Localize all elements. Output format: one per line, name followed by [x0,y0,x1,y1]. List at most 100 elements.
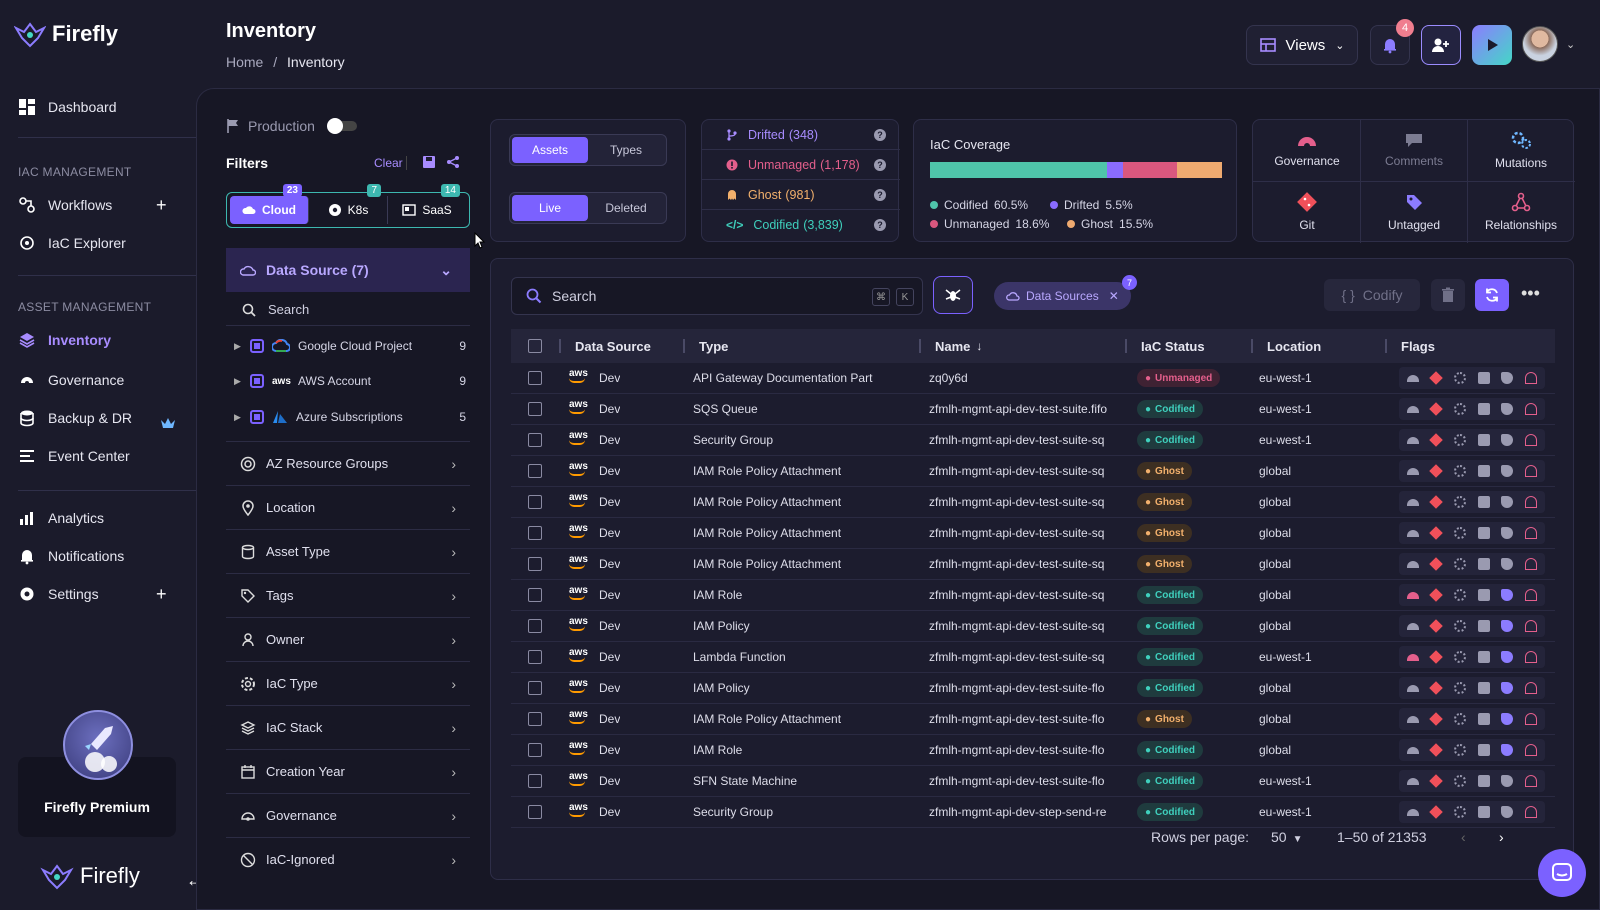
sidebar-item-analytics[interactable]: Analytics [18,509,178,527]
filter-governance[interactable]: Governance › [226,793,470,837]
add-user-button[interactable] [1421,25,1461,65]
mutations-flag-icon[interactable] [1454,496,1467,508]
provider-tab-cloud[interactable]: 23 Cloud [230,184,309,224]
provider-tab-saas[interactable]: 14 SaaS [388,184,466,224]
relationships-flag-icon[interactable] [1525,434,1538,446]
comment-flag-icon[interactable] [1477,465,1490,477]
git-flag-icon[interactable] [1429,588,1444,602]
refresh-button[interactable] [1475,279,1509,311]
help-icon[interactable]: ? [874,189,886,201]
row-checkbox[interactable] [528,774,542,788]
comment-flag-icon[interactable] [1477,775,1490,787]
governance-flag-icon[interactable] [1406,560,1419,568]
production-switch[interactable] [326,118,357,134]
git-flag-icon[interactable] [1429,557,1444,571]
git-flag-icon[interactable] [1429,464,1444,478]
cell-name[interactable]: zfmlh-mgmt-api-dev-test-suite-sq [929,557,1105,571]
filter-tags[interactable]: Tags › [226,573,470,617]
git-flag-icon[interactable] [1429,526,1444,540]
relationships-flag-icon[interactable] [1525,651,1538,663]
mutations-flag-icon[interactable] [1454,434,1467,446]
git-flag-icon[interactable] [1429,743,1444,757]
delete-button[interactable] [1431,279,1465,311]
clear-filters-link[interactable]: Clear [374,156,403,170]
git-flag-icon[interactable] [1429,433,1444,447]
comment-flag-icon[interactable] [1477,496,1490,508]
filter-az-resource-groups[interactable]: AZ Resource Groups › [226,441,470,485]
help-icon[interactable]: ? [874,129,886,141]
table-row[interactable]: aws Dev IAM Role Policy Attachment zfmlh-mg… [511,549,1555,580]
add-settings-icon[interactable]: + [156,584,167,604]
cell-name[interactable]: zq0y6d [929,371,968,385]
checkbox[interactable] [250,339,264,353]
search-input[interactable]: Search ⌘ K [511,277,923,315]
mutations-flag-icon[interactable] [1454,682,1467,694]
comment-flag-icon[interactable] [1477,744,1490,756]
git-flag-icon[interactable] [1429,712,1444,726]
row-checkbox[interactable] [528,805,542,819]
codify-button[interactable]: { } Codify [1324,279,1420,311]
table-row[interactable]: aws Dev SQS Queue zfmlh-mgmt-api-dev-test-s… [511,394,1555,425]
cell-name[interactable]: zfmlh-mgmt-api-dev-test-suite.fifo [929,402,1108,416]
col-type[interactable]: Type [699,338,729,354]
mutations-flag-icon[interactable] [1454,713,1467,725]
tag-flag-icon[interactable] [1501,403,1514,415]
relationships-flag-icon[interactable] [1525,589,1538,601]
cell-name[interactable]: zfmlh-mgmt-api-dev-test-suite-sq [929,495,1105,509]
tag-flag-icon[interactable] [1501,372,1514,384]
governance-flag-icon[interactable] [1406,684,1419,692]
col-iac-status[interactable]: IaC Status [1141,338,1205,354]
expand-arrow-icon[interactable]: ▶ [234,340,241,351]
git-flag-icon[interactable] [1429,650,1444,664]
mutations-flag-icon[interactable] [1454,372,1467,384]
git-flag-icon[interactable] [1429,681,1444,695]
cell-name[interactable]: zfmlh-mgmt-api-dev-test-suite-sq [929,526,1105,540]
data-source-accordion[interactable]: Data Source (7) ⌄ [226,248,470,292]
cell-name[interactable]: zfmlh-mgmt-api-dev-test-suite-sq [929,433,1105,447]
sidebar-item-inventory[interactable]: Inventory [18,331,178,349]
table-row[interactable]: aws Dev IAM Role Policy Attachment zfmlh-mg… [511,487,1555,518]
help-icon[interactable]: ? [874,159,886,171]
governance-flag-icon[interactable] [1406,715,1419,723]
sidebar-item-settings[interactable]: Settings [18,585,178,603]
cell-name[interactable]: zfmlh-mgmt-api-dev-test-suite-flo [929,774,1105,788]
mutations-flag-icon[interactable] [1454,806,1467,818]
row-checkbox[interactable] [528,464,542,478]
tab-types[interactable]: Types [609,143,642,157]
action-comments[interactable]: Comments [1360,132,1468,168]
tag-flag-icon[interactable] [1501,434,1514,446]
governance-flag-icon[interactable] [1406,529,1419,537]
git-flag-icon[interactable] [1429,805,1444,819]
governance-flag-icon[interactable] [1406,777,1419,785]
table-row[interactable]: aws Dev SFN State Machine zfmlh-mgmt-api-de… [511,766,1555,797]
governance-flag-icon[interactable] [1406,467,1419,475]
breadcrumb-home[interactable]: Home [226,54,264,70]
comment-flag-icon[interactable] [1477,558,1490,570]
sidebar-item-governance[interactable]: Governance [18,371,178,389]
tab-deleted[interactable]: Deleted [605,201,647,215]
chevron-down-icon[interactable]: ⌄ [1566,39,1576,51]
comment-flag-icon[interactable] [1477,589,1490,601]
avatar[interactable] [1522,26,1558,62]
action-git[interactable]: Git [1253,192,1361,232]
views-button[interactable]: Views ⌄ [1246,25,1358,65]
filter-asset-type[interactable]: Asset Type › [226,529,470,573]
governance-flag-icon[interactable] [1406,746,1419,754]
data-source-item-aws[interactable]: ▶ aws AWS Account 9 [234,374,470,388]
table-row[interactable]: aws Dev IAM Role Policy Attachment zfmlh-mg… [511,704,1555,735]
expand-arrow-icon[interactable]: ▶ [234,375,241,386]
table-row[interactable]: aws Dev IAM Role Policy Attachment zfmlh-mg… [511,518,1555,549]
tag-flag-icon[interactable] [1501,589,1514,601]
tag-flag-icon[interactable] [1501,527,1514,539]
stat-codified[interactable]: </> Codified (3,839) ? [726,218,886,232]
governance-flag-icon[interactable] [1406,653,1419,661]
comment-flag-icon[interactable] [1477,372,1490,384]
provider-tab-k8s[interactable]: 7 K8s [309,184,388,224]
mutations-flag-icon[interactable] [1454,403,1467,415]
data-source-item-azure[interactable]: ▶ Azure Subscriptions 5 [234,410,470,424]
col-data-source[interactable]: Data Source [575,338,651,354]
tag-flag-icon[interactable] [1501,775,1514,787]
comment-flag-icon[interactable] [1477,806,1490,818]
comment-flag-icon[interactable] [1477,682,1490,694]
tab-live[interactable]: Live [512,195,588,221]
